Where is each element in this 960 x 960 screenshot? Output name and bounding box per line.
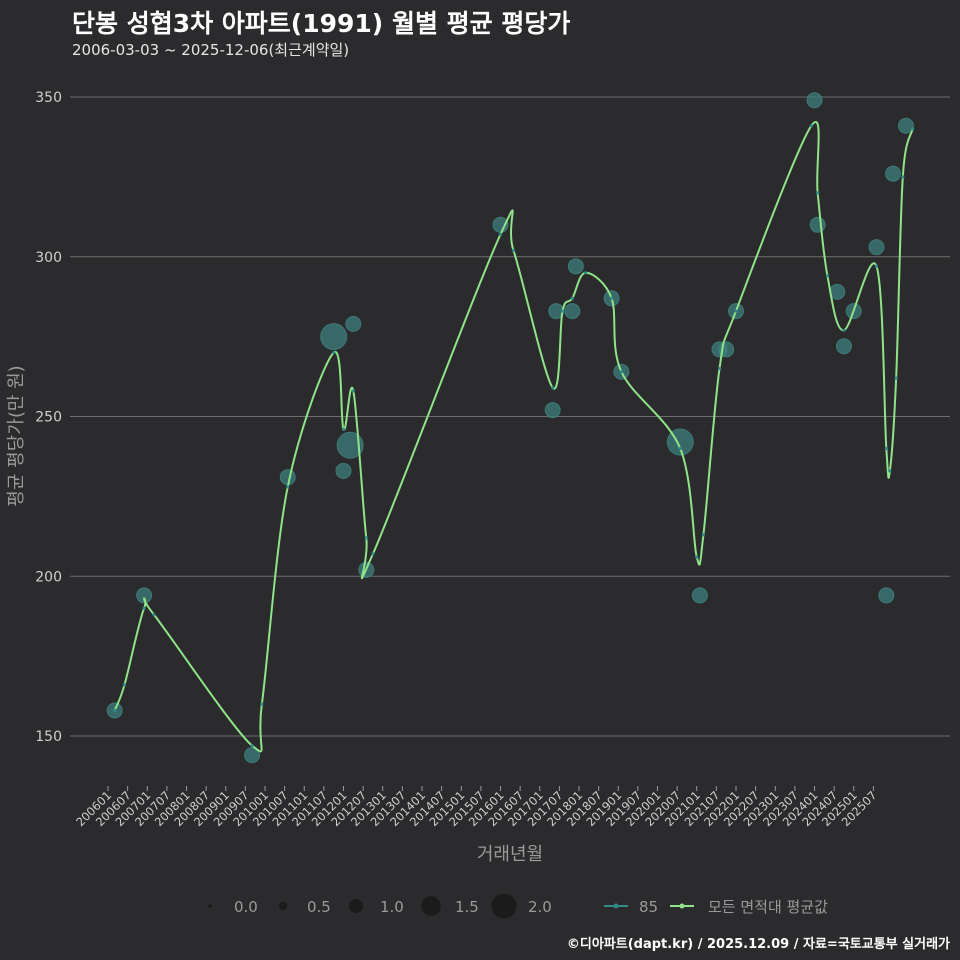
series-legend-label-85: 85 — [639, 898, 658, 916]
average-point — [619, 370, 623, 374]
size-legend-label: 0.5 — [307, 898, 331, 916]
bubble-point — [335, 462, 352, 479]
size-legend-swatch — [421, 896, 441, 916]
average-point — [364, 536, 368, 540]
y-tick-label: 150 — [35, 729, 62, 745]
x-tick-layer: 2006012006072007012007072008012008072009… — [73, 786, 879, 829]
bubble-point — [868, 239, 885, 256]
average-point — [332, 351, 336, 355]
bubble-point — [835, 338, 852, 355]
bubble-point — [544, 402, 561, 419]
bubble-point — [567, 258, 584, 275]
bubble-layer — [106, 92, 914, 764]
size-legend-label: 2.0 — [528, 898, 552, 916]
y-tick-label: 250 — [35, 410, 62, 426]
series-legend-label-avg: 모든 면적대 평균값 — [708, 898, 828, 916]
average-line — [113, 121, 914, 753]
average-point — [888, 469, 892, 473]
page-subtitle: 2006-03-03 ~ 2025-12-06(최근계약일) — [72, 41, 350, 59]
legend: 0.0 0.5 1.0 1.5 2.0 85 모든 면적대 평균값 — [208, 893, 828, 919]
average-point — [113, 708, 117, 713]
average-point — [911, 127, 915, 131]
bubble-point — [244, 747, 261, 764]
average-point — [152, 612, 156, 617]
average-point — [560, 309, 565, 313]
average-point — [894, 376, 898, 380]
bubble-point — [136, 587, 153, 604]
bubble-point — [336, 431, 364, 459]
average-point — [551, 386, 555, 390]
x-axis-title: 거래년월 — [477, 844, 543, 865]
average-point — [250, 743, 254, 748]
average-point — [842, 328, 846, 332]
average-point — [498, 232, 503, 236]
average-point — [816, 191, 820, 195]
credit-text: ©디아파트(dapt.kr) / 2025.12.09 / 자료=국토교통부 실… — [566, 937, 950, 952]
bubble-point — [806, 92, 823, 109]
bubble-point — [809, 216, 826, 233]
average-point — [260, 702, 264, 706]
average-point — [734, 309, 738, 313]
average-point — [142, 606, 146, 610]
size-legend-label: 1.5 — [455, 898, 479, 916]
size-legend-swatch — [349, 899, 363, 913]
size-legend-swatch — [278, 901, 288, 911]
line-layer — [113, 121, 915, 753]
bubble-point — [564, 303, 581, 320]
bubble-point — [885, 165, 901, 182]
size-legend-swatch — [208, 904, 212, 908]
page-title: 단봉 성협3차 아파트(1991) 월별 평균 평당가 — [72, 9, 571, 38]
average-point — [884, 446, 888, 451]
y-axis-title: 평균 평당가(만 원) — [6, 365, 27, 506]
y-tick-label: 350 — [35, 90, 62, 106]
average-point — [371, 552, 375, 556]
average-point — [701, 533, 706, 537]
bubble-point — [878, 587, 895, 604]
size-legend-label: 1.0 — [380, 898, 404, 916]
average-point — [678, 446, 682, 451]
average-point — [825, 274, 830, 278]
average-point — [286, 485, 290, 489]
grid-layer — [70, 96, 950, 737]
y-tick-label: 200 — [35, 569, 62, 585]
average-point — [809, 124, 813, 128]
average-point — [717, 366, 722, 371]
series-legend-dot-avg — [679, 903, 685, 909]
average-point — [570, 296, 574, 300]
bubble-point — [691, 587, 708, 604]
average-point — [351, 389, 355, 393]
average-point — [901, 175, 905, 179]
average-point — [874, 264, 879, 268]
average-point — [609, 296, 614, 300]
bubble-point — [897, 117, 914, 134]
bubble-point — [345, 315, 362, 332]
y-tick-label: 300 — [35, 250, 62, 266]
bubble-point — [320, 323, 348, 351]
average-point — [122, 683, 127, 687]
size-legend-swatch — [491, 893, 517, 919]
average-point — [511, 248, 516, 252]
average-point — [341, 427, 346, 431]
y-tick-layer: 150 200 250 300 350 — [35, 90, 62, 745]
average-point — [695, 555, 699, 559]
size-legend-label: 0.0 — [234, 898, 258, 916]
average-point — [584, 271, 588, 275]
series-legend-dot-85 — [613, 903, 619, 909]
